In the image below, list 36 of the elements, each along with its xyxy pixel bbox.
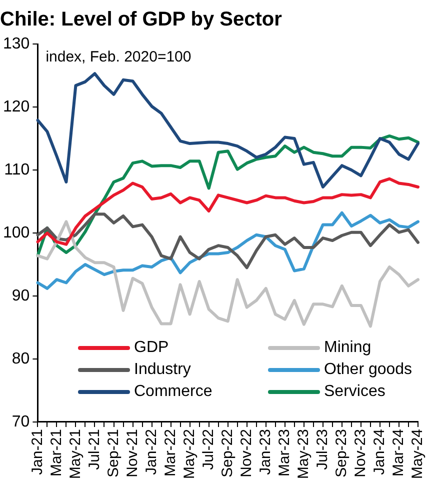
chart-title: Chile: Level of GDP by Sector <box>0 8 282 31</box>
x-tick-label: Sep-21 <box>104 428 122 478</box>
x-tick-label: Nov-21 <box>124 428 141 478</box>
y-tick-label: 130 <box>2 35 30 52</box>
x-tick-label: Jul-23 <box>314 428 332 470</box>
legend-label: GDP <box>134 339 169 357</box>
y-tick-label: 90 <box>12 287 30 304</box>
x-tick-label: May-24 <box>409 428 426 480</box>
x-tick-label: Mar-24 <box>390 428 408 476</box>
x-tick-label: Jul-22 <box>200 428 217 470</box>
x-tick-label: Jan-24 <box>371 428 388 475</box>
y-tick-label: 100 <box>2 224 30 242</box>
y-tick-label: 120 <box>2 98 30 116</box>
x-tick-label: Mar-23 <box>276 428 294 476</box>
x-tick-label: Nov-23 <box>352 428 370 478</box>
legend-label: Commerce <box>134 383 212 401</box>
y-tick-label: 110 <box>4 161 30 178</box>
y-tick-label: 80 <box>12 350 30 368</box>
legend-label: Mining <box>324 339 372 357</box>
legend-label: Other goods <box>324 361 412 379</box>
x-tick-label: Mar-21 <box>48 428 65 476</box>
x-tick-label: May-21 <box>66 428 84 480</box>
x-tick-label: May-22 <box>180 428 198 480</box>
legend-label: Industry <box>134 361 191 379</box>
x-tick-label: Mar-22 <box>162 428 179 476</box>
x-tick-label: Nov-22 <box>238 428 256 478</box>
x-tick-label: May-23 <box>295 428 312 480</box>
x-tick-label: Jan-22 <box>142 428 160 475</box>
legend-label: Services <box>324 383 386 401</box>
annotation: index, Feb. 2020=100 <box>46 48 192 66</box>
x-tick-label: Sep-22 <box>218 428 236 478</box>
x-tick-label: Jan-21 <box>28 428 46 475</box>
x-tick-label: Sep-23 <box>333 428 350 478</box>
x-tick-label: Jul-21 <box>86 428 103 470</box>
y-tick-label: 70 <box>12 413 30 430</box>
x-tick-label: Jan-23 <box>257 428 274 475</box>
